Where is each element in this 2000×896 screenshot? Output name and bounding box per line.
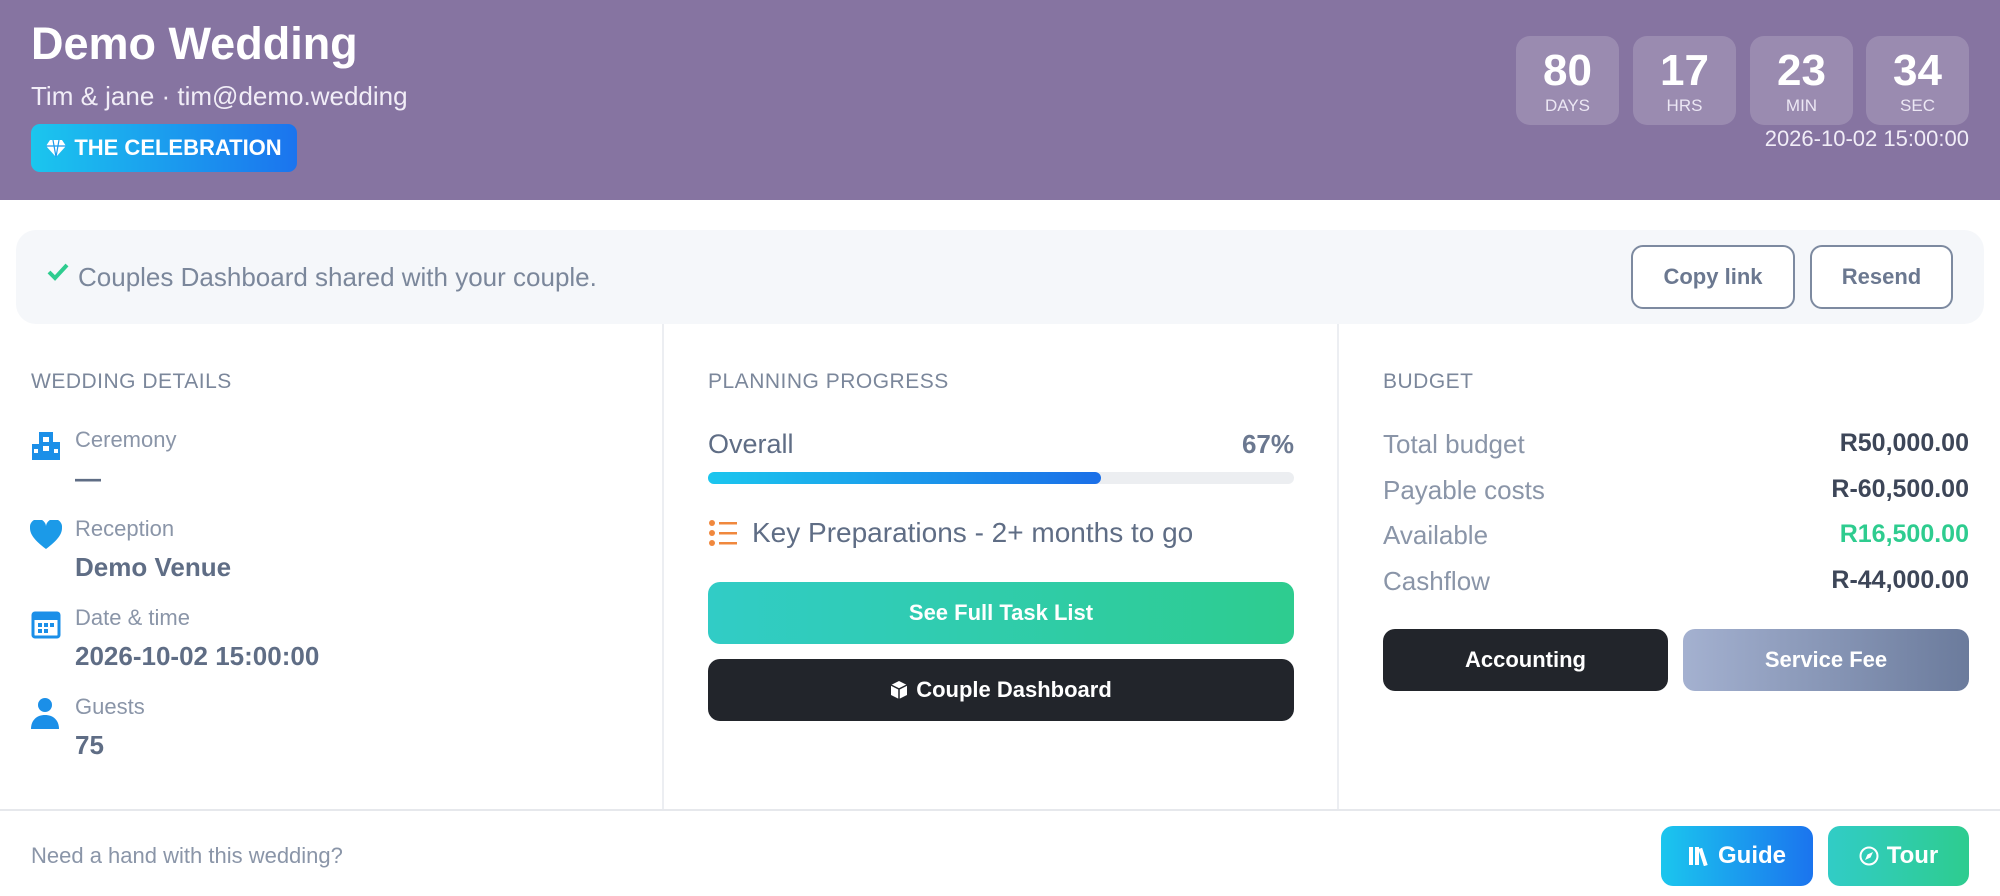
countdown-value: 23	[1777, 46, 1826, 95]
divider	[1337, 324, 1339, 810]
badge: THE CELEBRATION	[31, 124, 297, 172]
person-icon	[31, 698, 59, 729]
countdown-box: 80 DAYS	[1516, 36, 1619, 125]
divider	[662, 324, 664, 810]
check-icon	[47, 263, 69, 281]
countdown-unit: HRS	[1666, 96, 1703, 115]
budget-label: Cashflow	[1383, 565, 1490, 596]
button-text: Couple Dashboard	[916, 677, 1112, 702]
guide-button[interactable]: Guide	[1661, 826, 1813, 886]
detail-value: 2026-10-02 15:00:00	[75, 641, 320, 671]
badge-text: THE CELEBRATION	[74, 135, 282, 160]
share-message: Couples Dashboard shared with your coupl…	[78, 262, 597, 292]
accounting-button[interactable]: Accounting	[1383, 629, 1668, 691]
detail-label: Ceremony	[75, 427, 177, 452]
countdown-box: 34 SEC	[1866, 36, 1969, 125]
button-text: Service Fee	[1764, 647, 1888, 672]
couple-dashboard-button[interactable]: Couple Dashboard	[708, 659, 1294, 721]
detail-value: —	[75, 463, 101, 493]
target-date: 2026-10-02 15:00:00	[1764, 126, 1969, 151]
diamond-icon	[46, 139, 67, 158]
button-text: Tour	[1886, 842, 1939, 869]
budget-value: R16,500.00	[1839, 520, 1969, 549]
countdown-box: 23 MIN	[1750, 36, 1853, 125]
progress-label: Overall	[708, 429, 794, 459]
detail-value: Demo Venue	[75, 552, 232, 582]
countdown-unit: MIN	[1785, 96, 1818, 115]
button-text: Accounting	[1465, 647, 1586, 672]
budget-value: R-44,000.00	[1831, 565, 1969, 594]
section-heading: BUDGET	[1383, 370, 1474, 393]
detail-label: Date & time	[75, 605, 190, 630]
box-icon	[890, 681, 908, 699]
button-text: Guide	[1717, 842, 1786, 869]
countdown-unit: SEC	[1900, 96, 1935, 115]
budget-label: Payable costs	[1383, 474, 1545, 505]
section-heading: WEDDING DETAILS	[31, 370, 232, 393]
heart-icon	[30, 520, 62, 549]
progress-value: 67%	[1241, 429, 1294, 459]
budget-value: R50,000.00	[1839, 429, 1969, 457]
service-fee-button[interactable]: Service Fee	[1683, 629, 1969, 691]
progress-track	[708, 472, 1294, 484]
detail-label: Guests	[75, 694, 145, 719]
detail-label: Reception	[75, 516, 175, 541]
countdown-value: 80	[1543, 46, 1592, 95]
progress-fill	[708, 472, 1101, 484]
task-list-button[interactable]: See Full Task List	[708, 582, 1294, 644]
calendar-icon	[31, 611, 61, 639]
footer-text: Need a hand with this wedding?	[31, 843, 343, 868]
detail-value: 75	[75, 730, 104, 760]
stage: Key Preparations - 2+ months to go	[752, 517, 1194, 548]
divider	[0, 809, 2000, 811]
countdown-unit: DAYS	[1544, 96, 1591, 115]
tour-button[interactable]: Tour	[1828, 826, 1969, 886]
button-text: See Full Task List	[908, 600, 1094, 625]
budget-label: Total budget	[1383, 429, 1525, 459]
building-icon	[32, 432, 60, 460]
title: Demo Wedding	[31, 18, 358, 69]
compass-icon	[1859, 846, 1879, 866]
budget-label: Available	[1383, 520, 1489, 551]
resend-button[interactable]: Resend	[1810, 245, 1953, 309]
countdown-box: 17 HRS	[1633, 36, 1736, 125]
budget-value: R-60,500.00	[1831, 474, 1969, 503]
copy-link-button[interactable]: Copy link	[1631, 245, 1795, 309]
books-icon	[1688, 847, 1708, 866]
section-heading: PLANNING PROGRESS	[708, 370, 949, 393]
countdown-value: 17	[1660, 46, 1709, 95]
header	[0, 0, 2000, 200]
countdown-value: 34	[1893, 46, 1942, 95]
list-icon	[709, 520, 737, 546]
subtitle: Tim & jane · tim@demo.wedding	[31, 81, 408, 111]
